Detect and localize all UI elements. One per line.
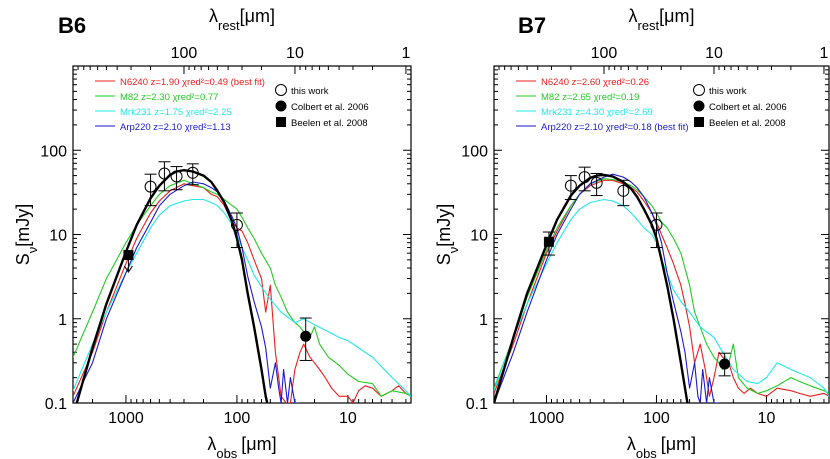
x-tick-label: 100 xyxy=(224,410,251,427)
legend-marker-label: Beelen et al. 2008 xyxy=(291,118,368,129)
legend-marker-square xyxy=(276,117,286,127)
legend: N6240 z=2.60 χred²=0.26 M82 z=2.65 χred²=… xyxy=(516,77,787,133)
y-axis-label: Sν[mJy] xyxy=(434,204,461,266)
data-point-circle-filled xyxy=(299,317,312,361)
panel-title: B6 xyxy=(58,13,86,38)
x-tick-label: 10 xyxy=(758,410,776,427)
legend-marker-label: this work xyxy=(291,86,329,97)
data-point-circle-open xyxy=(170,166,183,191)
series-line-arp220 xyxy=(73,181,300,403)
data-point-circle-open xyxy=(617,179,630,207)
legend-marker-label: Colbert et al. 2006 xyxy=(709,102,787,113)
y-axis-label: Sν[mJy] xyxy=(13,204,40,266)
panel-title: B7 xyxy=(518,13,546,38)
data-point-circle-open xyxy=(158,161,171,192)
data-point-circle-open xyxy=(186,163,199,186)
legend-marker-open xyxy=(275,84,287,96)
legend: N6240 z=1.90 χred²=0.49 (best fit) M82 z=… xyxy=(95,77,369,133)
x-tick-label: 10 xyxy=(339,410,357,427)
x-axis-label: λobs [μm] xyxy=(627,434,696,459)
top-x-tick-label: 100 xyxy=(171,45,198,62)
legend-label: M82 z=2.65 χred²=0.19 xyxy=(541,92,639,103)
data-point-circle-open xyxy=(144,173,157,207)
data-point-circle-open xyxy=(650,212,663,249)
series-line-arp220 xyxy=(494,173,719,403)
top-x-tick-label: 1 xyxy=(820,45,829,62)
series-line-mrk231 xyxy=(73,198,411,397)
top-x-tick-label: 100 xyxy=(591,45,618,62)
top-axis-label: λrest[μm] xyxy=(209,6,275,33)
data-point-square-filled xyxy=(542,231,555,256)
top-x-tick-label: 10 xyxy=(286,45,304,62)
y-tick-label: 1 xyxy=(479,312,488,329)
top-axis-label: λrest[μm] xyxy=(629,6,695,33)
x-tick-label: 1000 xyxy=(108,410,144,427)
x-tick-label: 100 xyxy=(643,410,670,427)
panel-b7: B7 0.1 1 10 100 1000 100 10 100 10 1 λobs [μm] λrest… xyxy=(434,6,830,459)
legend-marker-label: Beelen et al. 2008 xyxy=(709,118,786,129)
series-line-n6240 xyxy=(73,183,411,403)
x-axis-label: λobs [μm] xyxy=(207,434,276,459)
series-line-n6240 xyxy=(494,179,829,397)
legend-label: Mrk231 z=4.30 χred²=2.69 xyxy=(541,107,653,118)
y-tick-label: 0.1 xyxy=(45,396,67,413)
data-point-circle-filled xyxy=(718,352,731,377)
data-point-circle-open xyxy=(578,166,591,192)
legend-label: N6240 z=1.90 χred²=0.49 (best fit) xyxy=(120,77,265,88)
series-line-model xyxy=(75,168,269,403)
data-point-circle-open xyxy=(590,172,603,197)
curves xyxy=(494,173,829,403)
legend-marker-open xyxy=(693,84,705,96)
legend-label: N6240 z=2.60 χred²=0.26 xyxy=(541,77,649,88)
y-tick-label: 10 xyxy=(470,228,488,245)
data-point-circle-open xyxy=(564,175,577,201)
data-point-circle-open xyxy=(230,212,243,249)
curves xyxy=(73,168,411,403)
legend-marker-filled xyxy=(275,100,287,112)
y-tick-label: 1 xyxy=(58,312,67,329)
data-point-square-filled xyxy=(123,250,134,273)
legend-label: Mrk231 z=1.75 χred²=2.25 xyxy=(120,107,232,118)
series-line-m82 xyxy=(494,178,829,394)
y-tick-label: 0.1 xyxy=(466,396,488,413)
series-line-m82 xyxy=(73,179,411,397)
legend-marker-label: Colbert et al. 2006 xyxy=(291,102,369,113)
legend-label: M82 z=2.30 χred²=0.77 xyxy=(120,92,218,103)
top-x-tick-label: 1 xyxy=(401,45,410,62)
y-tick-label: 10 xyxy=(49,228,67,245)
legend-marker-label: this work xyxy=(709,86,747,97)
y-tick-label: 100 xyxy=(461,143,488,160)
panel-b6: B6 0.1 1 10 100 1000 100 10 100 10 1 λobs [μm] λrest… xyxy=(13,6,412,459)
legend-marker-filled xyxy=(693,100,705,112)
legend-label: Arp220 z=2.10 χred²=0.18 (best fit) xyxy=(541,122,689,133)
series-line-mrk231 xyxy=(494,198,829,397)
legend-marker-square xyxy=(694,117,704,127)
top-x-tick-label: 10 xyxy=(705,45,723,62)
y-tick-label: 100 xyxy=(40,143,67,160)
x-tick-label: 1000 xyxy=(529,410,565,427)
legend-label: Arp220 z=2.10 χred²=1.13 xyxy=(120,122,231,133)
series-line-model xyxy=(494,173,689,403)
